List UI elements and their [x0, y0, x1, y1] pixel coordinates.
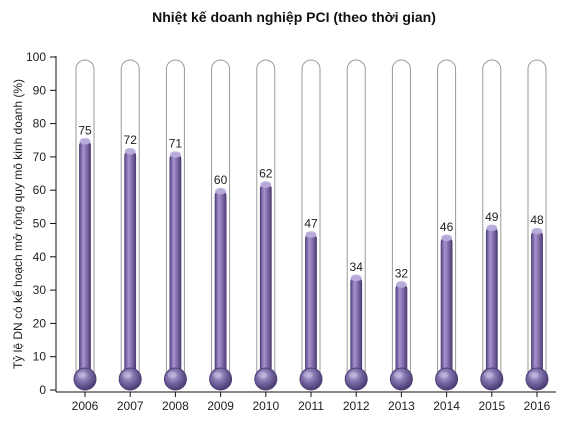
- y-tick-label: 30: [33, 283, 47, 297]
- thermometer-bulb-highlight: [167, 371, 177, 379]
- thermometer-bar-cap: [169, 151, 181, 158]
- thermometer-bulb-highlight: [348, 371, 358, 379]
- y-tick-label: 80: [33, 117, 47, 131]
- thermometer-bulb: [299, 367, 323, 391]
- data-label: 75: [78, 123, 92, 137]
- x-tick-label: 2016: [524, 399, 551, 413]
- thermometer-bulb: [73, 367, 97, 391]
- y-tick-label: 10: [33, 350, 47, 364]
- thermometer-bar: [305, 233, 317, 378]
- thermometer-bar-cap: [395, 281, 407, 288]
- data-label: 71: [169, 137, 183, 151]
- data-label: 48: [530, 213, 544, 227]
- x-tick-label: 2008: [162, 399, 189, 413]
- thermometer-bar: [124, 149, 137, 378]
- thermometer-bar: [485, 226, 498, 378]
- x-tick-label: 2013: [388, 399, 415, 413]
- thermometer-bulb-highlight: [439, 371, 449, 379]
- thermometer-bar-cap: [441, 234, 453, 242]
- data-label: 60: [214, 173, 228, 187]
- x-tick-label: 2009: [207, 399, 234, 413]
- thermometer-bar: [169, 153, 182, 378]
- chart-title: Nhiệt kế doanh nghiệp PCI (theo thời gia…: [152, 9, 436, 25]
- thermometer-bar-cap: [350, 274, 362, 282]
- x-tick-label: 2015: [478, 399, 505, 413]
- data-label: 46: [440, 220, 454, 234]
- x-tick-label: 2007: [117, 399, 144, 413]
- thermometer-bulb: [209, 367, 233, 391]
- data-label: 47: [304, 216, 318, 230]
- data-label: 62: [259, 167, 273, 181]
- y-tick-label: 0: [39, 383, 46, 397]
- thermometer-bar-cap: [486, 224, 498, 232]
- thermometer-bar: [395, 283, 408, 378]
- thermometer-bulb: [344, 367, 368, 391]
- thermometer-bar: [531, 229, 543, 378]
- data-label: 34: [350, 260, 364, 274]
- data-label: 49: [485, 210, 499, 224]
- data-label: 72: [124, 133, 138, 147]
- thermometer-bulb: [389, 367, 413, 391]
- x-tick-label: 2006: [72, 399, 99, 413]
- thermometer-bulb-highlight: [529, 371, 539, 379]
- thermometer-bar-cap: [215, 187, 227, 195]
- thermometer-bar: [350, 276, 363, 378]
- thermometer-bar-cap: [305, 231, 317, 238]
- thermometer-bulb: [525, 367, 549, 391]
- thermometer-bulb: [163, 367, 187, 391]
- y-tick-label: 20: [33, 316, 47, 330]
- thermometer-bar-cap: [79, 137, 91, 145]
- thermometer-bar: [259, 183, 272, 378]
- series-layer: [73, 59, 549, 391]
- thermometer-bar-cap: [531, 227, 543, 235]
- thermometer-bar: [214, 189, 227, 378]
- data-label: 32: [395, 266, 409, 280]
- y-tick-label: 50: [33, 217, 47, 231]
- thermometer-bulb: [254, 367, 278, 391]
- thermometer-bar-cap: [124, 147, 136, 155]
- x-tick-label: 2011: [298, 399, 324, 413]
- x-tick-label: 2014: [433, 399, 460, 413]
- thermometer-bar: [440, 236, 453, 378]
- thermometer-bulb-highlight: [393, 371, 403, 379]
- thermometer-bulb-highlight: [122, 371, 132, 379]
- y-tick-label: 100: [26, 50, 46, 64]
- y-tick-label: 60: [33, 183, 47, 197]
- thermometer-bulb-highlight: [258, 371, 268, 379]
- thermometer-bulb: [435, 367, 459, 391]
- thermometer-bulb-highlight: [213, 371, 223, 379]
- thermometer-bulb-highlight: [303, 371, 313, 379]
- y-tick-label: 40: [33, 250, 47, 264]
- thermometer-bar: [79, 139, 91, 378]
- label-layer: 0 10 20 30 40 50 60 70 80 90 100 75 2006 72 2007 71 2008…: [26, 50, 551, 413]
- thermometer-bulb-highlight: [484, 371, 494, 379]
- y-tick-label: 70: [33, 150, 47, 164]
- x-tick-label: 2010: [252, 399, 279, 413]
- y-tick-label: 90: [33, 83, 47, 97]
- axis-layer: [50, 56, 556, 397]
- thermometer-bulb: [480, 367, 504, 391]
- x-tick-label: 2012: [343, 399, 370, 413]
- thermometer-bulb: [118, 367, 142, 391]
- thermometer-bulb-highlight: [77, 371, 87, 379]
- thermometer-bar-cap: [260, 181, 272, 188]
